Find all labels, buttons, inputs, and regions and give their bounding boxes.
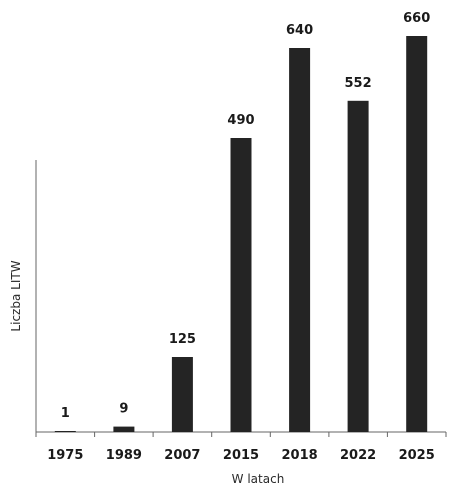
- bar-2022: [348, 101, 369, 432]
- x-tick-label-2015: 2015: [223, 448, 259, 463]
- y-axis-title: Liczba LITW: [9, 260, 23, 331]
- bar-2025: [406, 36, 427, 432]
- bar-1975: [55, 431, 76, 432]
- bar-1989: [113, 427, 134, 432]
- value-label-2025: 660: [403, 11, 430, 26]
- x-tick-label-1975: 1975: [47, 448, 83, 463]
- x-ticks-group: 1975 1989 2007 2015 2018 2022 2025: [36, 432, 446, 463]
- bars-group: [55, 36, 427, 432]
- value-label-2022: 552: [345, 76, 372, 91]
- x-tick-label-2007: 2007: [164, 448, 200, 463]
- bar-2007: [172, 357, 193, 432]
- bar-2015: [231, 138, 252, 432]
- x-tick-label-2025: 2025: [399, 448, 435, 463]
- value-label-2018: 640: [286, 23, 313, 38]
- bar-2018: [289, 48, 310, 432]
- x-tick-label-1989: 1989: [106, 448, 142, 463]
- x-tick-label-2022: 2022: [340, 448, 376, 463]
- value-label-2007: 125: [169, 332, 196, 347]
- x-tick-label-2018: 2018: [282, 448, 318, 463]
- value-label-1975: 1: [61, 406, 70, 421]
- value-label-2015: 490: [227, 113, 254, 128]
- value-label-1989: 9: [119, 402, 128, 417]
- x-axis-title: W latach: [232, 472, 285, 486]
